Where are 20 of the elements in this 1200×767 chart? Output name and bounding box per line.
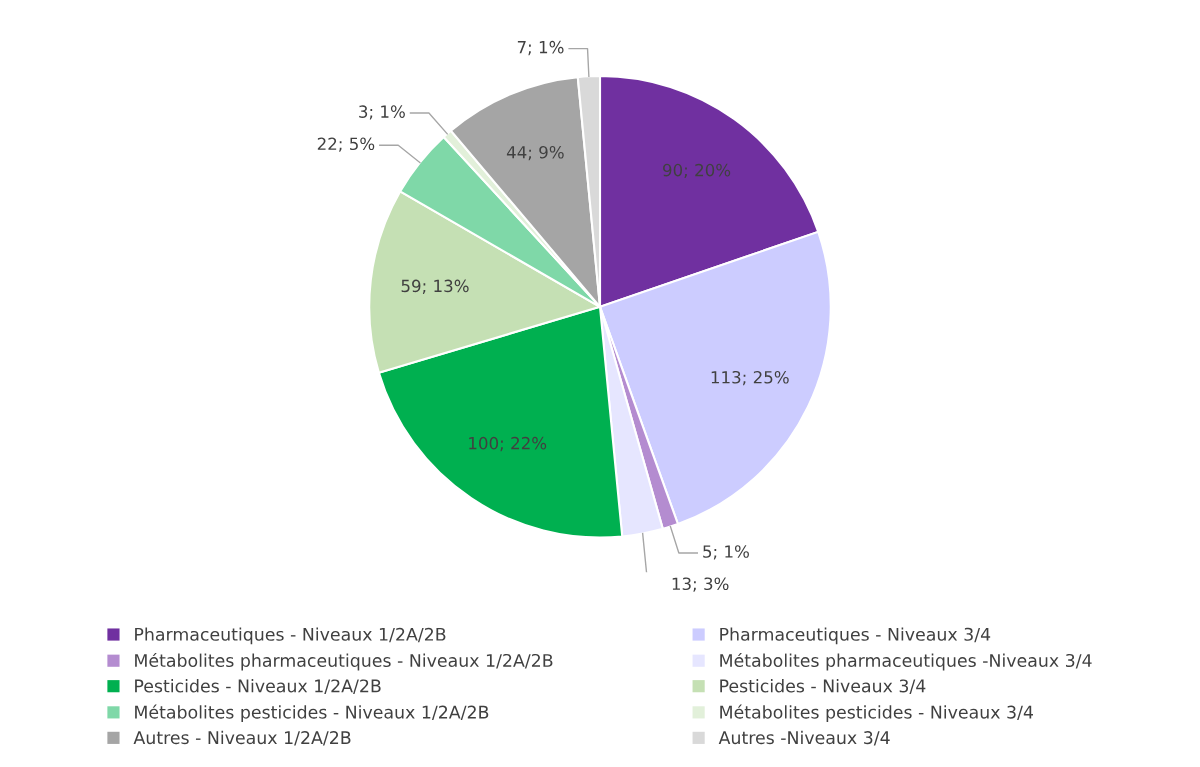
legend-label: Autres - Niveaux 1/2A/2B [133,730,351,746]
legend-label: Métabolites pharmaceutiques - Niveaux 1/2A/2B [135,652,553,671]
legend-label: Métabolites pesticides - Niveaux 3/4 [720,704,1033,723]
data-label: 13; 3% [672,577,729,592]
legend-label: Pharmaceutiques - Niveaux 3/4 [720,627,991,645]
data-label: 22; 5% [317,137,375,152]
data-label: 44; 9% [506,145,564,161]
data-label: 3; 1% [359,105,405,120]
data-label: 59; 13% [401,279,469,294]
data-label: 5; 1% [703,545,749,560]
data-label: 100; 22% [469,436,547,452]
legend-label: Pesticides - Niveaux 1/2A/2B [135,679,381,694]
data-label: 90; 20% [663,163,731,179]
data-label: 7; 1% [517,40,564,56]
legend-label: Pesticides - Niveaux 3/4 [720,679,926,694]
legend-label: Métabolites pharmaceutiques -Niveaux 3/4 [720,652,1092,671]
data-label: 113; 25% [711,370,789,386]
legend-label: Métabolites pesticides - Niveaux 1/2A/2B [135,704,489,723]
legend-label: Autres -Niveaux 3/4 [718,730,890,746]
legend-label: Pharmaceutiques - Niveaux 1/2A/2B [135,627,446,645]
